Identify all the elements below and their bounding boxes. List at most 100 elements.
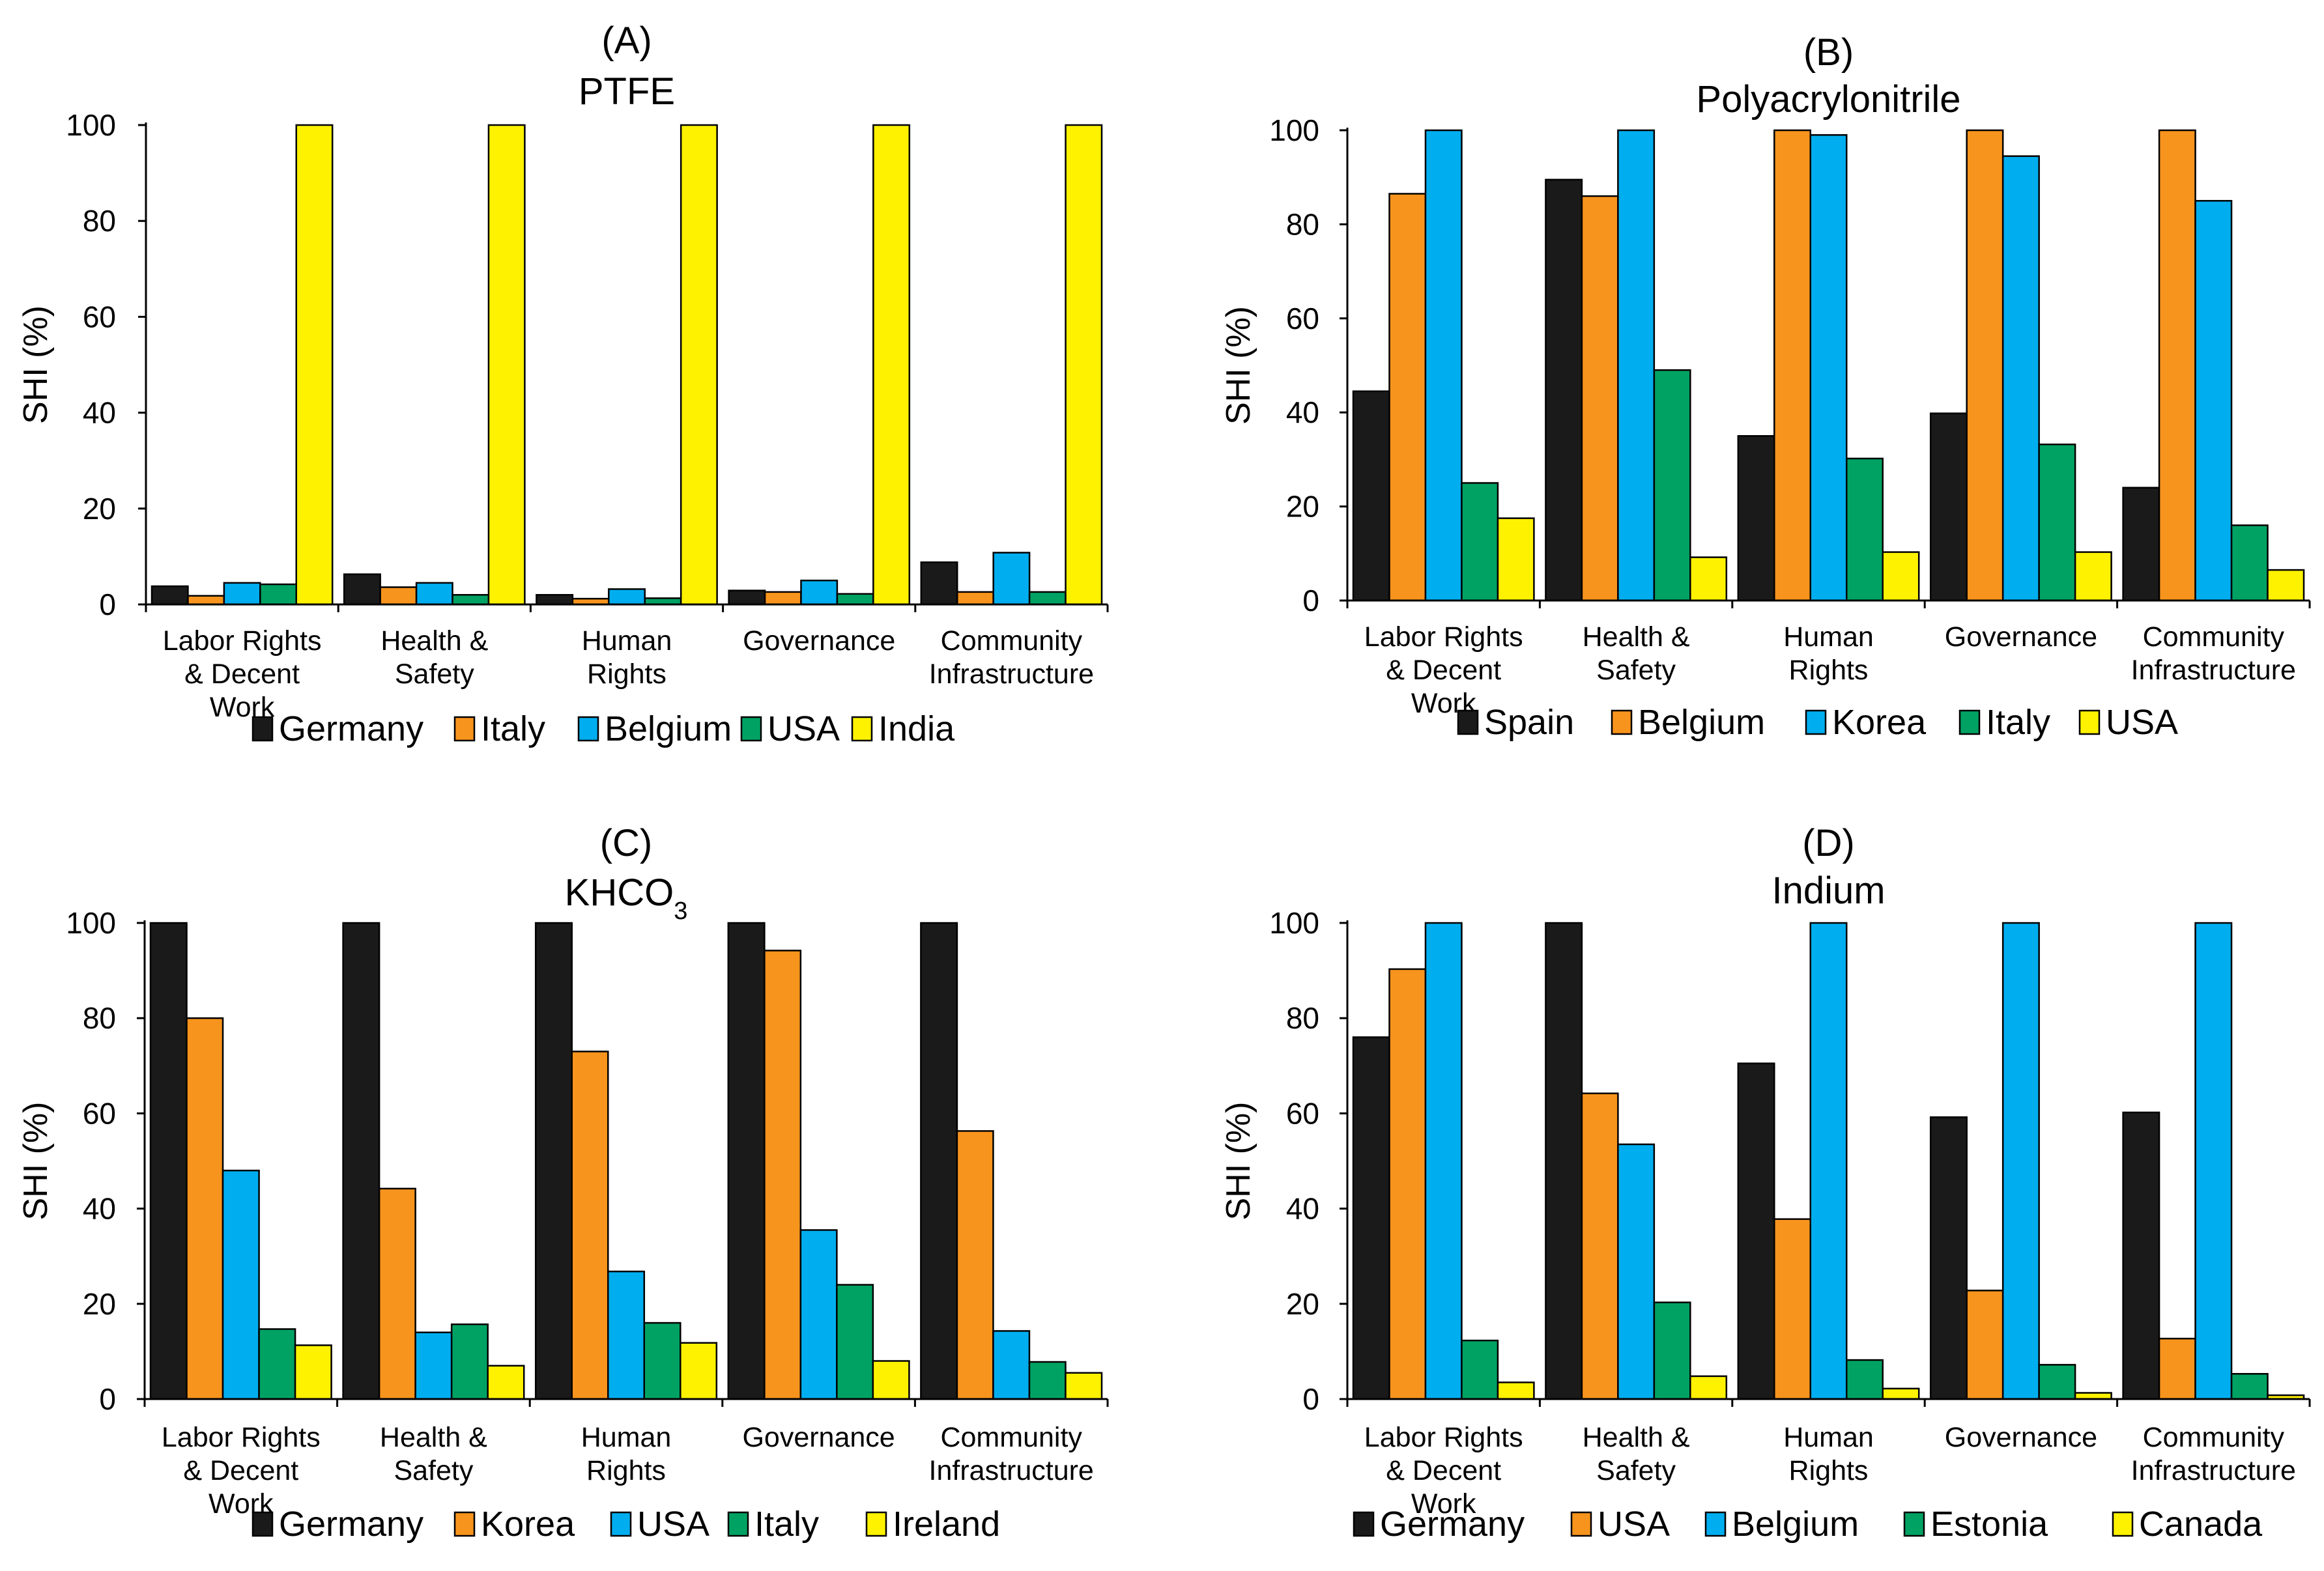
bar-germany <box>727 922 766 1400</box>
x-category-label: Labor Rights & Decent Work <box>1364 1422 1523 1520</box>
bar-belgium <box>1966 129 2004 602</box>
bar-italy <box>379 586 418 606</box>
bar-canada <box>1497 1381 1535 1400</box>
chart-panel: (D) Indium SHI (%) 0 20 40 60 80 100 Labor Rights… <box>1220 822 2311 1544</box>
legend-swatch <box>865 1511 887 1537</box>
bar-belgium <box>2001 922 2040 1400</box>
legend-label: Italy <box>754 1505 819 1544</box>
bar-usa <box>1497 517 1535 602</box>
y-tick-label: 60 <box>83 1096 116 1130</box>
bar-usa <box>607 1270 646 1400</box>
legend-label: Italy <box>1986 703 2050 742</box>
bar-ireland <box>680 1342 718 1400</box>
legend-label: Italy <box>481 709 545 748</box>
bar-italy <box>1461 482 1499 602</box>
y-axis-title: SHI (%) <box>1220 306 1257 425</box>
legend-swatch <box>1805 709 1827 735</box>
bar-belgium <box>415 582 453 606</box>
bar-estonia <box>1845 1359 1884 1400</box>
bar-usa <box>259 583 298 606</box>
chart-panel: (C) KHCO3 SHI (%) 0 20 40 60 80 100 Labor Rights &… <box>17 822 1109 1544</box>
legend-label: USA <box>1598 1505 1670 1544</box>
legend-swatch <box>251 716 274 742</box>
legend-swatch <box>453 1511 476 1537</box>
legend-label: Belgium <box>1732 1505 1859 1544</box>
bar-germany <box>728 589 766 606</box>
bar-germany <box>1929 1116 1968 1400</box>
bar-ireland <box>872 1360 910 1400</box>
bar-spain <box>1737 435 1775 602</box>
x-category-label: Health & Safety <box>1583 1422 1690 1486</box>
legend-label: Ireland <box>893 1505 1000 1544</box>
y-tick-label: 80 <box>1286 1001 1319 1035</box>
y-tick-label: 20 <box>1286 1287 1319 1321</box>
x-category-label: Community Infrastructure <box>2131 1422 2296 1486</box>
bar-korea <box>2001 155 2040 602</box>
x-category-label: Governance <box>743 625 895 657</box>
y-tick-label: 0 <box>1302 584 1319 617</box>
bar-ireland <box>487 1365 525 1400</box>
x-category-label: Labor Rights & Decent Work <box>162 1422 321 1520</box>
bar-italy <box>956 591 994 606</box>
bar-india <box>295 124 334 606</box>
bar-germany <box>2122 1111 2160 1400</box>
bar-usa <box>836 593 874 606</box>
x-category-label: Governance <box>742 1422 895 1453</box>
y-axis-title: SHI (%) <box>17 305 55 424</box>
bar-india <box>1065 124 1103 606</box>
bar-italy <box>1653 369 1691 602</box>
legend-swatch <box>577 716 599 742</box>
legend-label: Spain <box>1484 703 1574 742</box>
legend-label: Canada <box>2139 1505 2263 1544</box>
x-category-label: Human Rights <box>581 1422 672 1486</box>
bar-spain <box>1352 390 1390 602</box>
bar-italy <box>187 595 225 606</box>
bar-canada <box>1882 1387 1920 1400</box>
y-axis-title: SHI (%) <box>17 1102 55 1221</box>
legend-label: India <box>878 709 955 748</box>
x-category-label: Human Rights <box>1783 621 1874 686</box>
bar-germany <box>1352 1036 1390 1400</box>
bar-germany <box>342 922 380 1400</box>
bar-usa <box>1882 551 1920 602</box>
x-category-label: Health & Safety <box>380 1422 487 1486</box>
bar-usa <box>1581 1092 1619 1400</box>
bar-korea <box>186 1017 224 1400</box>
legend-swatch <box>1353 1511 1375 1537</box>
legend-label: Belgium <box>605 709 732 748</box>
bar-usa <box>1773 1218 1812 1400</box>
bar-usa <box>1689 556 1728 602</box>
y-tick-label: 60 <box>1286 302 1319 335</box>
legend-label: Germany <box>279 709 423 748</box>
bar-belgium <box>1617 1143 1656 1400</box>
legend-label: Estonia <box>1930 1505 2048 1544</box>
x-category-label: Human Rights <box>1783 1422 1874 1486</box>
bar-india <box>487 124 526 606</box>
bar-italy <box>764 591 802 606</box>
y-tick-label: 20 <box>1286 490 1319 524</box>
bar-belgium <box>2194 922 2233 1400</box>
bar-germany <box>1737 1062 1775 1400</box>
chart-panel: (B)Polyacrylonitrile SHI (%) 0 20 40 60 80 100 L… <box>1220 31 2311 742</box>
bar-korea <box>764 950 802 1400</box>
legend-swatch <box>2078 709 2101 735</box>
bar-usa <box>2267 569 2305 602</box>
x-category-label: Community Infrastructure <box>2131 621 2296 686</box>
bar-usa <box>452 594 490 606</box>
legend-swatch <box>740 716 762 742</box>
bar-germany <box>151 585 189 606</box>
bar-germany <box>920 561 958 606</box>
y-tick-label: 80 <box>1286 207 1319 241</box>
legend-label: Belgium <box>1638 703 1765 742</box>
y-tick-label: 60 <box>83 300 116 333</box>
legend-label: Germany <box>1380 1505 1525 1544</box>
legend-swatch <box>2112 1511 2134 1537</box>
bar-italy <box>1028 1361 1067 1400</box>
bar-estonia <box>2230 1373 2269 1400</box>
bar-korea <box>956 1130 994 1400</box>
bar-usa <box>414 1331 453 1400</box>
legend-swatch <box>1903 1511 1925 1537</box>
legend-swatch <box>1704 1511 1727 1537</box>
bar-korea <box>571 1051 609 1400</box>
